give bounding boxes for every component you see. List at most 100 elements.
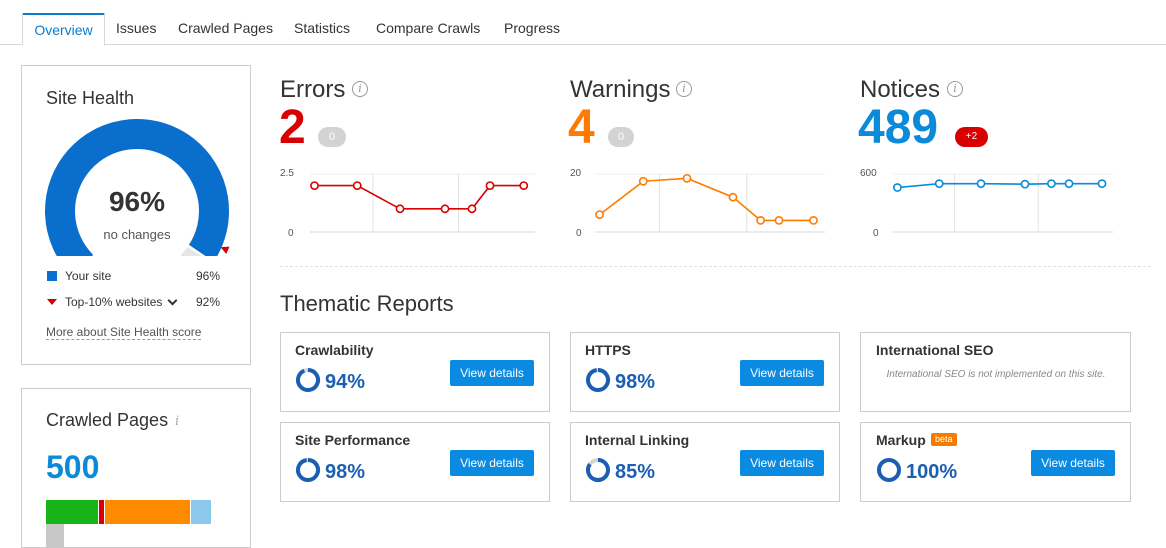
data-point[interactable] bbox=[934, 179, 944, 189]
data-point[interactable] bbox=[774, 216, 784, 225]
gauge-value-tick bbox=[186, 244, 206, 256]
legend-your-site-label: Your site bbox=[65, 269, 112, 283]
data-point[interactable] bbox=[1097, 179, 1107, 189]
top10-marker bbox=[220, 246, 230, 254]
thematic-reports-title: Thematic Reports bbox=[280, 291, 454, 316]
legend-your-site-value: 96% bbox=[196, 269, 221, 283]
bar-segment[interactable] bbox=[46, 524, 64, 548]
notices-title: Notices bbox=[860, 76, 941, 103]
report-percent: 100% bbox=[906, 461, 958, 483]
errors-y-bottom: 0 bbox=[288, 228, 294, 239]
notices-value[interactable]: 489 bbox=[858, 101, 939, 154]
report-card-crawlability: Crawlability 94% View details bbox=[280, 332, 550, 412]
info-icon[interactable]: i bbox=[175, 414, 180, 429]
data-point[interactable] bbox=[310, 181, 319, 190]
bar-segment[interactable] bbox=[46, 500, 98, 524]
crawled-pages-card: Crawled Pages i 500 bbox=[21, 388, 251, 548]
view-details-button[interactable]: View details bbox=[740, 450, 824, 476]
data-point[interactable] bbox=[519, 181, 529, 190]
tab-bar: Overview Issues Crawled Pages Statistics… bbox=[0, 0, 1166, 46]
report-name: Internal Linking bbox=[585, 432, 690, 448]
site-health-card: Site Health 96% no changes Your site 96%… bbox=[21, 65, 251, 365]
top10-legend-icon bbox=[47, 299, 57, 305]
tab-compare-crawls[interactable]: Compare Crawls bbox=[376, 20, 481, 36]
site-health-subtitle: no changes bbox=[103, 227, 171, 242]
warnings-chart[interactable] bbox=[595, 168, 825, 238]
data-point[interactable] bbox=[1046, 179, 1056, 189]
notices-y-bottom: 0 bbox=[873, 228, 879, 239]
errors-change-badge: 0 bbox=[318, 127, 346, 147]
data-point[interactable] bbox=[728, 192, 738, 202]
report-name: HTTPS bbox=[585, 342, 631, 358]
data-point[interactable] bbox=[682, 173, 692, 183]
data-point[interactable] bbox=[638, 176, 648, 186]
view-details-button[interactable]: View details bbox=[450, 450, 534, 476]
errors-y-top: 2.5 bbox=[280, 168, 294, 179]
ring-fill bbox=[296, 368, 320, 392]
errors-title: Errors bbox=[280, 76, 346, 103]
your-site-legend-icon bbox=[47, 271, 57, 281]
report-percent: 98% bbox=[615, 371, 656, 393]
data-point[interactable] bbox=[440, 204, 450, 214]
data-point[interactable] bbox=[893, 183, 902, 192]
data-point[interactable] bbox=[1064, 179, 1074, 189]
notices-change-badge: +2 bbox=[955, 127, 988, 147]
view-details-button[interactable]: View details bbox=[450, 360, 534, 386]
ring-fill bbox=[296, 458, 320, 482]
warnings-y-bottom: 0 bbox=[576, 228, 582, 239]
chevron-down-icon[interactable] bbox=[167, 295, 178, 306]
site-health-gauge bbox=[45, 119, 230, 256]
tab-statistics[interactable]: Statistics bbox=[294, 20, 351, 36]
data-point[interactable] bbox=[467, 204, 477, 214]
warnings-value[interactable]: 4 bbox=[568, 101, 595, 154]
report-not-implemented: International SEO is not implemented on … bbox=[886, 369, 1106, 380]
series-line bbox=[599, 177, 814, 222]
tab-overview[interactable]: Overview bbox=[22, 13, 105, 46]
progress-ring-icon bbox=[586, 368, 610, 392]
view-details-button[interactable]: View details bbox=[740, 360, 824, 386]
progress-ring-icon bbox=[586, 458, 610, 482]
report-name: Markup bbox=[876, 432, 926, 448]
notices-info-icon[interactable]: i bbox=[947, 81, 963, 97]
progress-ring-icon bbox=[296, 458, 320, 482]
site-health-title: Site Health bbox=[46, 88, 135, 108]
notices-y-top: 600 bbox=[860, 168, 877, 179]
report-card-international-seo: International SEO International SEO is n… bbox=[860, 332, 1131, 412]
tab-crawled-pages[interactable]: Crawled Pages bbox=[178, 20, 273, 36]
data-point[interactable] bbox=[595, 210, 604, 219]
ring-fill bbox=[586, 458, 610, 482]
warnings-y-top: 20 bbox=[570, 168, 582, 179]
tab-progress[interactable]: Progress bbox=[504, 20, 561, 36]
tab-issues[interactable]: Issues bbox=[116, 20, 157, 36]
data-point[interactable] bbox=[395, 204, 405, 214]
site-health-link[interactable]: More about Site Health score bbox=[46, 325, 202, 340]
errors-info-icon[interactable]: i bbox=[352, 81, 368, 97]
legend-top10-label[interactable]: Top-10% websites bbox=[65, 295, 178, 309]
bar-segment[interactable] bbox=[191, 500, 211, 524]
section-divider bbox=[280, 266, 1151, 267]
gauge-fill bbox=[45, 119, 229, 256]
data-point[interactable] bbox=[976, 179, 986, 189]
warnings-info-icon[interactable]: i bbox=[676, 81, 692, 97]
data-point[interactable] bbox=[809, 216, 818, 225]
data-point[interactable] bbox=[756, 216, 765, 225]
data-point[interactable] bbox=[352, 181, 362, 190]
errors-chart[interactable] bbox=[310, 168, 535, 238]
errors-value[interactable]: 2 bbox=[279, 101, 306, 154]
beta-badge: beta bbox=[931, 433, 957, 446]
report-name: Crawlability bbox=[295, 342, 374, 358]
view-details-button[interactable]: View details bbox=[1031, 450, 1115, 476]
data-point[interactable] bbox=[1020, 179, 1030, 189]
notices-chart[interactable] bbox=[893, 168, 1113, 238]
crawled-pages-bar[interactable] bbox=[46, 500, 226, 548]
bar-segment[interactable] bbox=[99, 500, 104, 524]
report-card-site-performance: Site Performance 98% View details bbox=[280, 422, 550, 502]
report-card-markup: Markup beta 100% View details bbox=[860, 422, 1131, 502]
progress-ring-icon bbox=[877, 458, 901, 482]
report-percent: 94% bbox=[325, 371, 366, 393]
data-point[interactable] bbox=[485, 181, 495, 190]
ring-fill bbox=[877, 458, 901, 482]
crawled-pages-title: Crawled Pages bbox=[46, 410, 169, 430]
bar-segment[interactable] bbox=[105, 500, 190, 524]
warnings-title: Warnings bbox=[570, 76, 671, 103]
